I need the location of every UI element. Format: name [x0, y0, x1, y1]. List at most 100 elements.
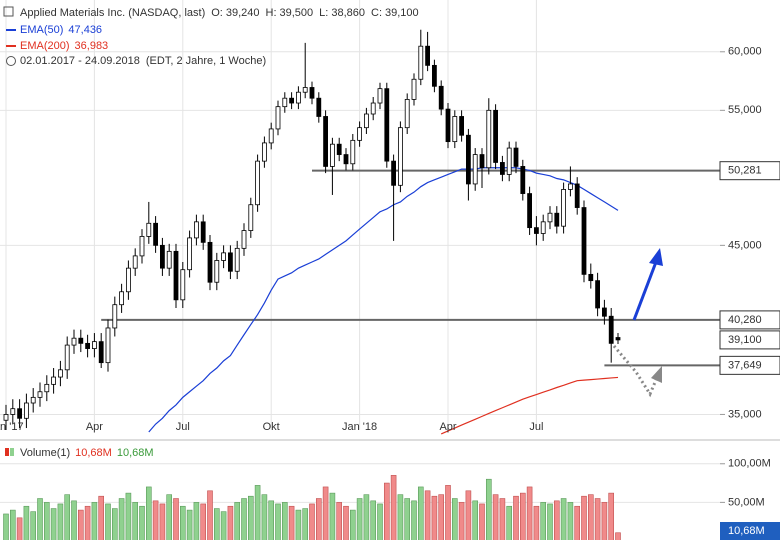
volume-bar: [485, 478, 492, 540]
ema200-legend: EMA(200) 36,983: [20, 40, 108, 52]
volume-bar: [506, 505, 513, 540]
volume-bar: [166, 494, 172, 540]
volume-legend: Volume(1) 10,68M 10,68M: [20, 447, 154, 459]
candle-body: [595, 280, 600, 309]
candle-body: [452, 116, 458, 143]
volume-bar: [281, 502, 288, 540]
level-label: 40,280: [728, 314, 762, 326]
x-tick-label: Jan '17: [0, 421, 24, 433]
candle-body: [275, 106, 281, 130]
candle-body: [132, 255, 138, 269]
candle-body: [391, 160, 397, 186]
volume-swatch-red: [5, 448, 9, 456]
volume-bar: [411, 500, 417, 540]
ohlc-value: 39,100: [385, 7, 419, 19]
candle-body: [486, 109, 492, 169]
x-tick-label: Apr: [86, 421, 103, 433]
volume-bar: [295, 509, 302, 540]
volume-bar: [377, 503, 383, 540]
candle-body: [588, 273, 594, 282]
volume-bar: [268, 500, 275, 540]
volume-bar: [356, 498, 363, 540]
volume-bar: [3, 513, 9, 540]
volume-bar: [180, 505, 186, 540]
candle-body: [23, 402, 29, 419]
candle-body: [343, 154, 349, 165]
volume-bar: [118, 498, 125, 540]
candle-body: [71, 337, 77, 346]
candle-body: [255, 160, 261, 206]
candle-body: [608, 315, 614, 344]
volume-bar: [159, 503, 166, 540]
candle-body: [295, 91, 301, 104]
ema-line: [440, 376, 619, 435]
candle-body: [248, 204, 254, 231]
volume-bar: [499, 498, 506, 540]
candle-body: [574, 183, 580, 208]
volume-bar: [519, 492, 526, 540]
legend-name: EMA(200): [20, 40, 70, 52]
arrows: [612, 248, 663, 398]
volume-bar: [363, 494, 370, 540]
candle-body: [418, 45, 424, 80]
y-tick-label: 35,000: [728, 408, 762, 420]
candle-body: [302, 87, 308, 93]
volume-bar: [105, 503, 111, 540]
candle-body: [479, 154, 485, 169]
ohlc-label: H:: [266, 7, 277, 19]
chart-icon: [3, 6, 14, 17]
volume-bar: [465, 490, 472, 540]
volume-bar: [390, 475, 397, 540]
candle-body: [547, 212, 553, 223]
volume-bar: [309, 503, 315, 540]
candle-body: [10, 408, 16, 415]
x-tick-label: Jul: [176, 421, 190, 433]
volume-bar: [404, 498, 411, 540]
candle-body: [316, 97, 322, 117]
candle-body: [568, 183, 573, 190]
volume-bar: [343, 505, 349, 540]
candle-body: [85, 342, 90, 349]
candle-body: [166, 250, 172, 269]
volume-bar: [37, 498, 43, 540]
candle-body: [554, 212, 560, 227]
volume-tick-label: 100,00M: [728, 458, 771, 470]
candle-body: [51, 376, 56, 385]
volume-bar: [112, 508, 118, 540]
volume-bar: [615, 532, 621, 540]
volume-bar: [479, 503, 485, 540]
ohlc-value: 38,860: [331, 7, 365, 19]
candle-body: [193, 221, 199, 239]
volume-bar: [315, 498, 322, 540]
level-label: 37,649: [728, 359, 762, 371]
candle-body: [44, 383, 50, 393]
candle-body: [64, 344, 70, 371]
volume-bar: [152, 500, 159, 540]
volume-name: Volume(1): [20, 447, 70, 459]
candle-body: [357, 127, 363, 141]
candle-body: [17, 408, 23, 419]
volume-bar: [492, 494, 499, 540]
candle-body: [513, 147, 519, 167]
candle-body: [98, 341, 104, 364]
volume-bar: [186, 509, 193, 540]
candle-body: [78, 337, 84, 344]
level-box: [719, 161, 780, 181]
candle-body: [431, 64, 437, 87]
title-text: Applied Materials Inc. (NASDAQ, last): [20, 7, 205, 19]
candle-body: [329, 143, 335, 167]
candle-body: [425, 45, 431, 66]
volume-bar: [560, 498, 567, 540]
volume-bar: [397, 494, 404, 540]
volume-bar: [84, 505, 91, 540]
volume-bar: [336, 502, 343, 540]
price-plot: [0, 0, 720, 435]
x-tick-label: Jul: [529, 421, 543, 433]
candle-body: [506, 147, 512, 175]
candle-body: [384, 88, 390, 162]
volume-bar: [445, 485, 451, 540]
candle-body: [37, 391, 43, 398]
volume-plot: [0, 463, 720, 540]
